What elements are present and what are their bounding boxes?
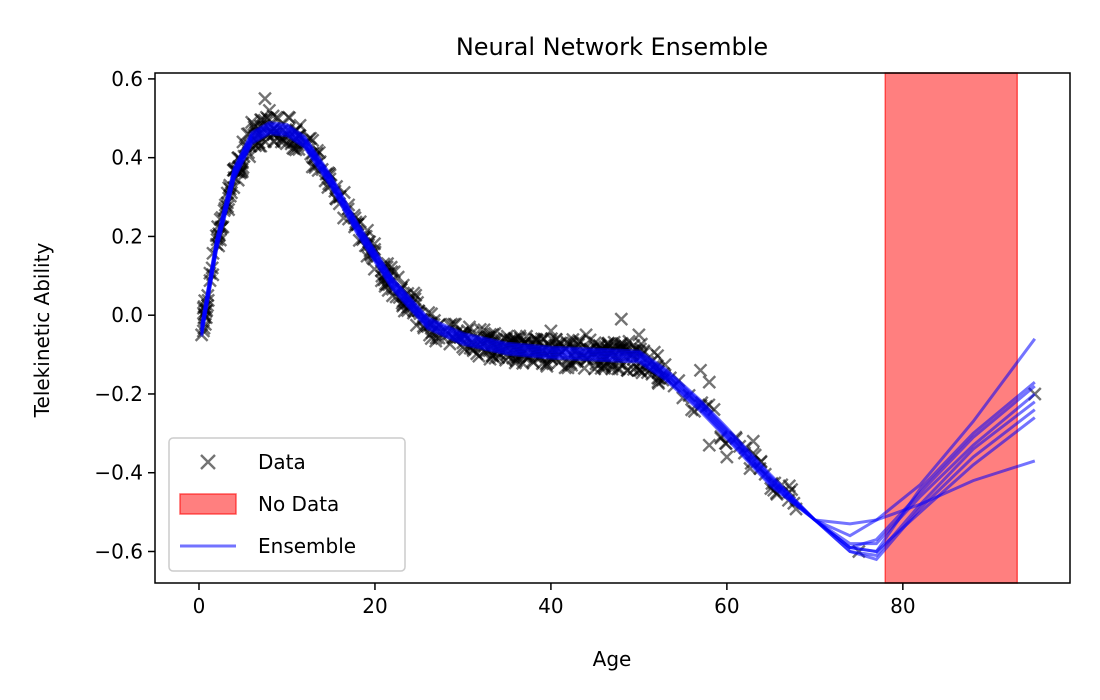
- x-tick-label: 20: [362, 594, 387, 618]
- plot-area: [154, 72, 1071, 584]
- data-point: [428, 334, 443, 348]
- y-axis: 0.6 0.4 0.2 0.0 −0.2 −0.4 −0.6: [94, 67, 155, 563]
- x-axis: 0 20 40 60 80: [193, 583, 916, 618]
- data-point: [281, 110, 296, 125]
- x-tick-label: 60: [714, 594, 739, 618]
- ensemble-line: [200, 127, 1036, 546]
- data-point: [693, 363, 708, 378]
- chart-title: Neural Network Ensemble: [456, 33, 768, 61]
- legend-label: No Data: [258, 492, 339, 516]
- y-tick-label: −0.2: [94, 382, 143, 406]
- x-tick-label: 0: [193, 594, 206, 618]
- y-tick-label: 0.2: [111, 224, 143, 248]
- y-tick-label: −0.4: [94, 461, 143, 485]
- data-point: [539, 357, 554, 372]
- data-point: [614, 312, 629, 326]
- legend-label: Data: [258, 450, 306, 474]
- ensemble-line: [200, 124, 1036, 562]
- plot-frame: [154, 72, 1071, 584]
- no-data-region: [884, 72, 1018, 584]
- ensemble-line: [200, 121, 1036, 554]
- data-point: [558, 360, 573, 375]
- legend: Data No Data Ensemble: [168, 437, 406, 572]
- legend-patch-no-data: [179, 493, 237, 515]
- legend-marker-data: [200, 454, 216, 470]
- legend-box: [168, 437, 406, 572]
- data-point: [258, 91, 272, 106]
- ensemble-line: [200, 130, 1036, 538]
- ensemble-line: [200, 132, 1037, 526]
- data-point: [535, 356, 550, 371]
- y-tick-label: 0.4: [111, 146, 143, 170]
- y-tick-label: −0.6: [94, 539, 143, 563]
- x-tick-label: 80: [890, 594, 915, 618]
- x-tick-label: 40: [538, 594, 563, 618]
- legend-label: Ensemble: [258, 534, 356, 558]
- y-axis-label: Telekinetic Ability: [30, 243, 54, 419]
- y-tick-label: 0.6: [111, 67, 143, 91]
- ensemble-lines: [200, 121, 1037, 562]
- data-point: [702, 375, 717, 389]
- x-axis-label: Age: [593, 647, 632, 671]
- data-point: [702, 438, 717, 453]
- data-point: [720, 450, 734, 464]
- data-point: [571, 333, 586, 348]
- y-tick-label: 0.0: [111, 303, 143, 327]
